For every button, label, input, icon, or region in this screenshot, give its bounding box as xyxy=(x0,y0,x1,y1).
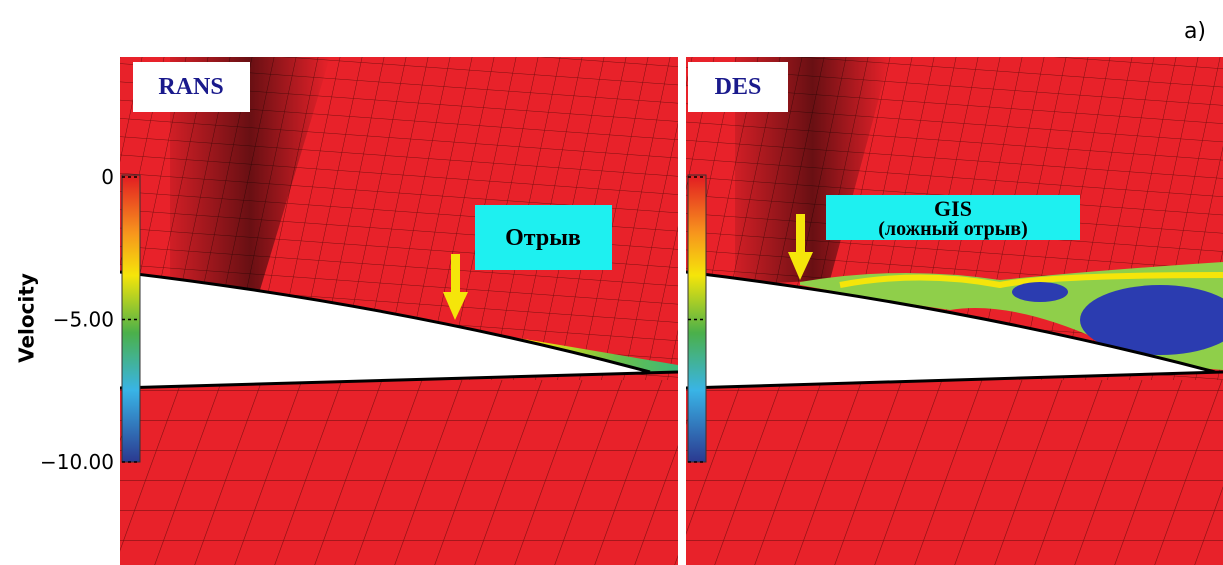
colorbar-label: Velocity xyxy=(15,273,39,363)
annotation: (ложный отрыв) xyxy=(878,218,1028,240)
panel-title: RANS xyxy=(158,74,223,100)
panel-title: DES xyxy=(715,74,762,100)
title-box xyxy=(688,62,788,112)
arrow xyxy=(443,214,813,320)
title-box xyxy=(133,62,250,112)
colorbar xyxy=(687,174,707,463)
tick-label: −10.00 xyxy=(40,450,114,474)
figure-label: a) xyxy=(1184,19,1206,44)
annotation-box xyxy=(826,195,1080,240)
annotation: GIS xyxy=(934,196,972,221)
tick-label: 0 xyxy=(101,165,114,189)
annotation: Отрыв xyxy=(505,225,581,251)
annotation-box xyxy=(475,205,612,270)
des-panel xyxy=(686,57,1223,565)
tick-label: −5.00 xyxy=(53,308,114,332)
rans-panel xyxy=(120,57,678,565)
colorbar xyxy=(121,174,141,463)
